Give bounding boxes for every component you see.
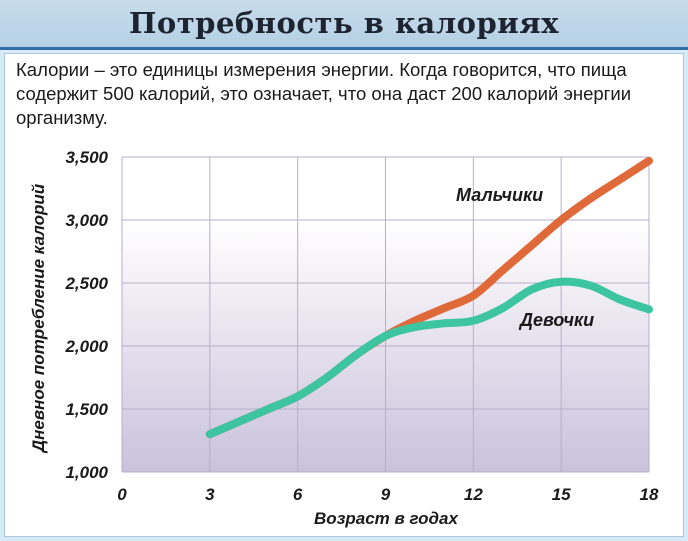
y-tick-label: 1,000 bbox=[65, 463, 108, 482]
page-title: Потребность в калориях bbox=[128, 6, 559, 40]
series-label-boys: Мальчики bbox=[456, 185, 543, 205]
y-tick-label: 2,000 bbox=[64, 337, 108, 356]
x-tick-label: 0 bbox=[117, 485, 127, 504]
x-tick-label: 12 bbox=[464, 485, 483, 504]
y-tick-label: 1,500 bbox=[65, 400, 108, 419]
x-tick-label: 15 bbox=[552, 485, 571, 504]
x-tick-label: 6 bbox=[293, 485, 303, 504]
x-tick-label: 18 bbox=[640, 485, 659, 504]
series-label-girls: Девочки bbox=[518, 310, 594, 330]
title-band: Потребность в калориях bbox=[0, 0, 688, 50]
x-tick-label: 9 bbox=[381, 485, 391, 504]
x-tick-label: 3 bbox=[205, 485, 215, 504]
x-axis-title: Возраст в годах bbox=[314, 509, 459, 528]
y-axis-title: Дневное потребление калорий bbox=[29, 183, 48, 454]
intro-text: Калории – это единицы измерения энергии.… bbox=[16, 59, 632, 128]
series-line-girls bbox=[205, 277, 653, 439]
y-tick-label: 3,000 bbox=[65, 211, 108, 230]
y-tick-label: 2,500 bbox=[64, 274, 108, 293]
y-tick-label: 3,500 bbox=[65, 148, 108, 167]
